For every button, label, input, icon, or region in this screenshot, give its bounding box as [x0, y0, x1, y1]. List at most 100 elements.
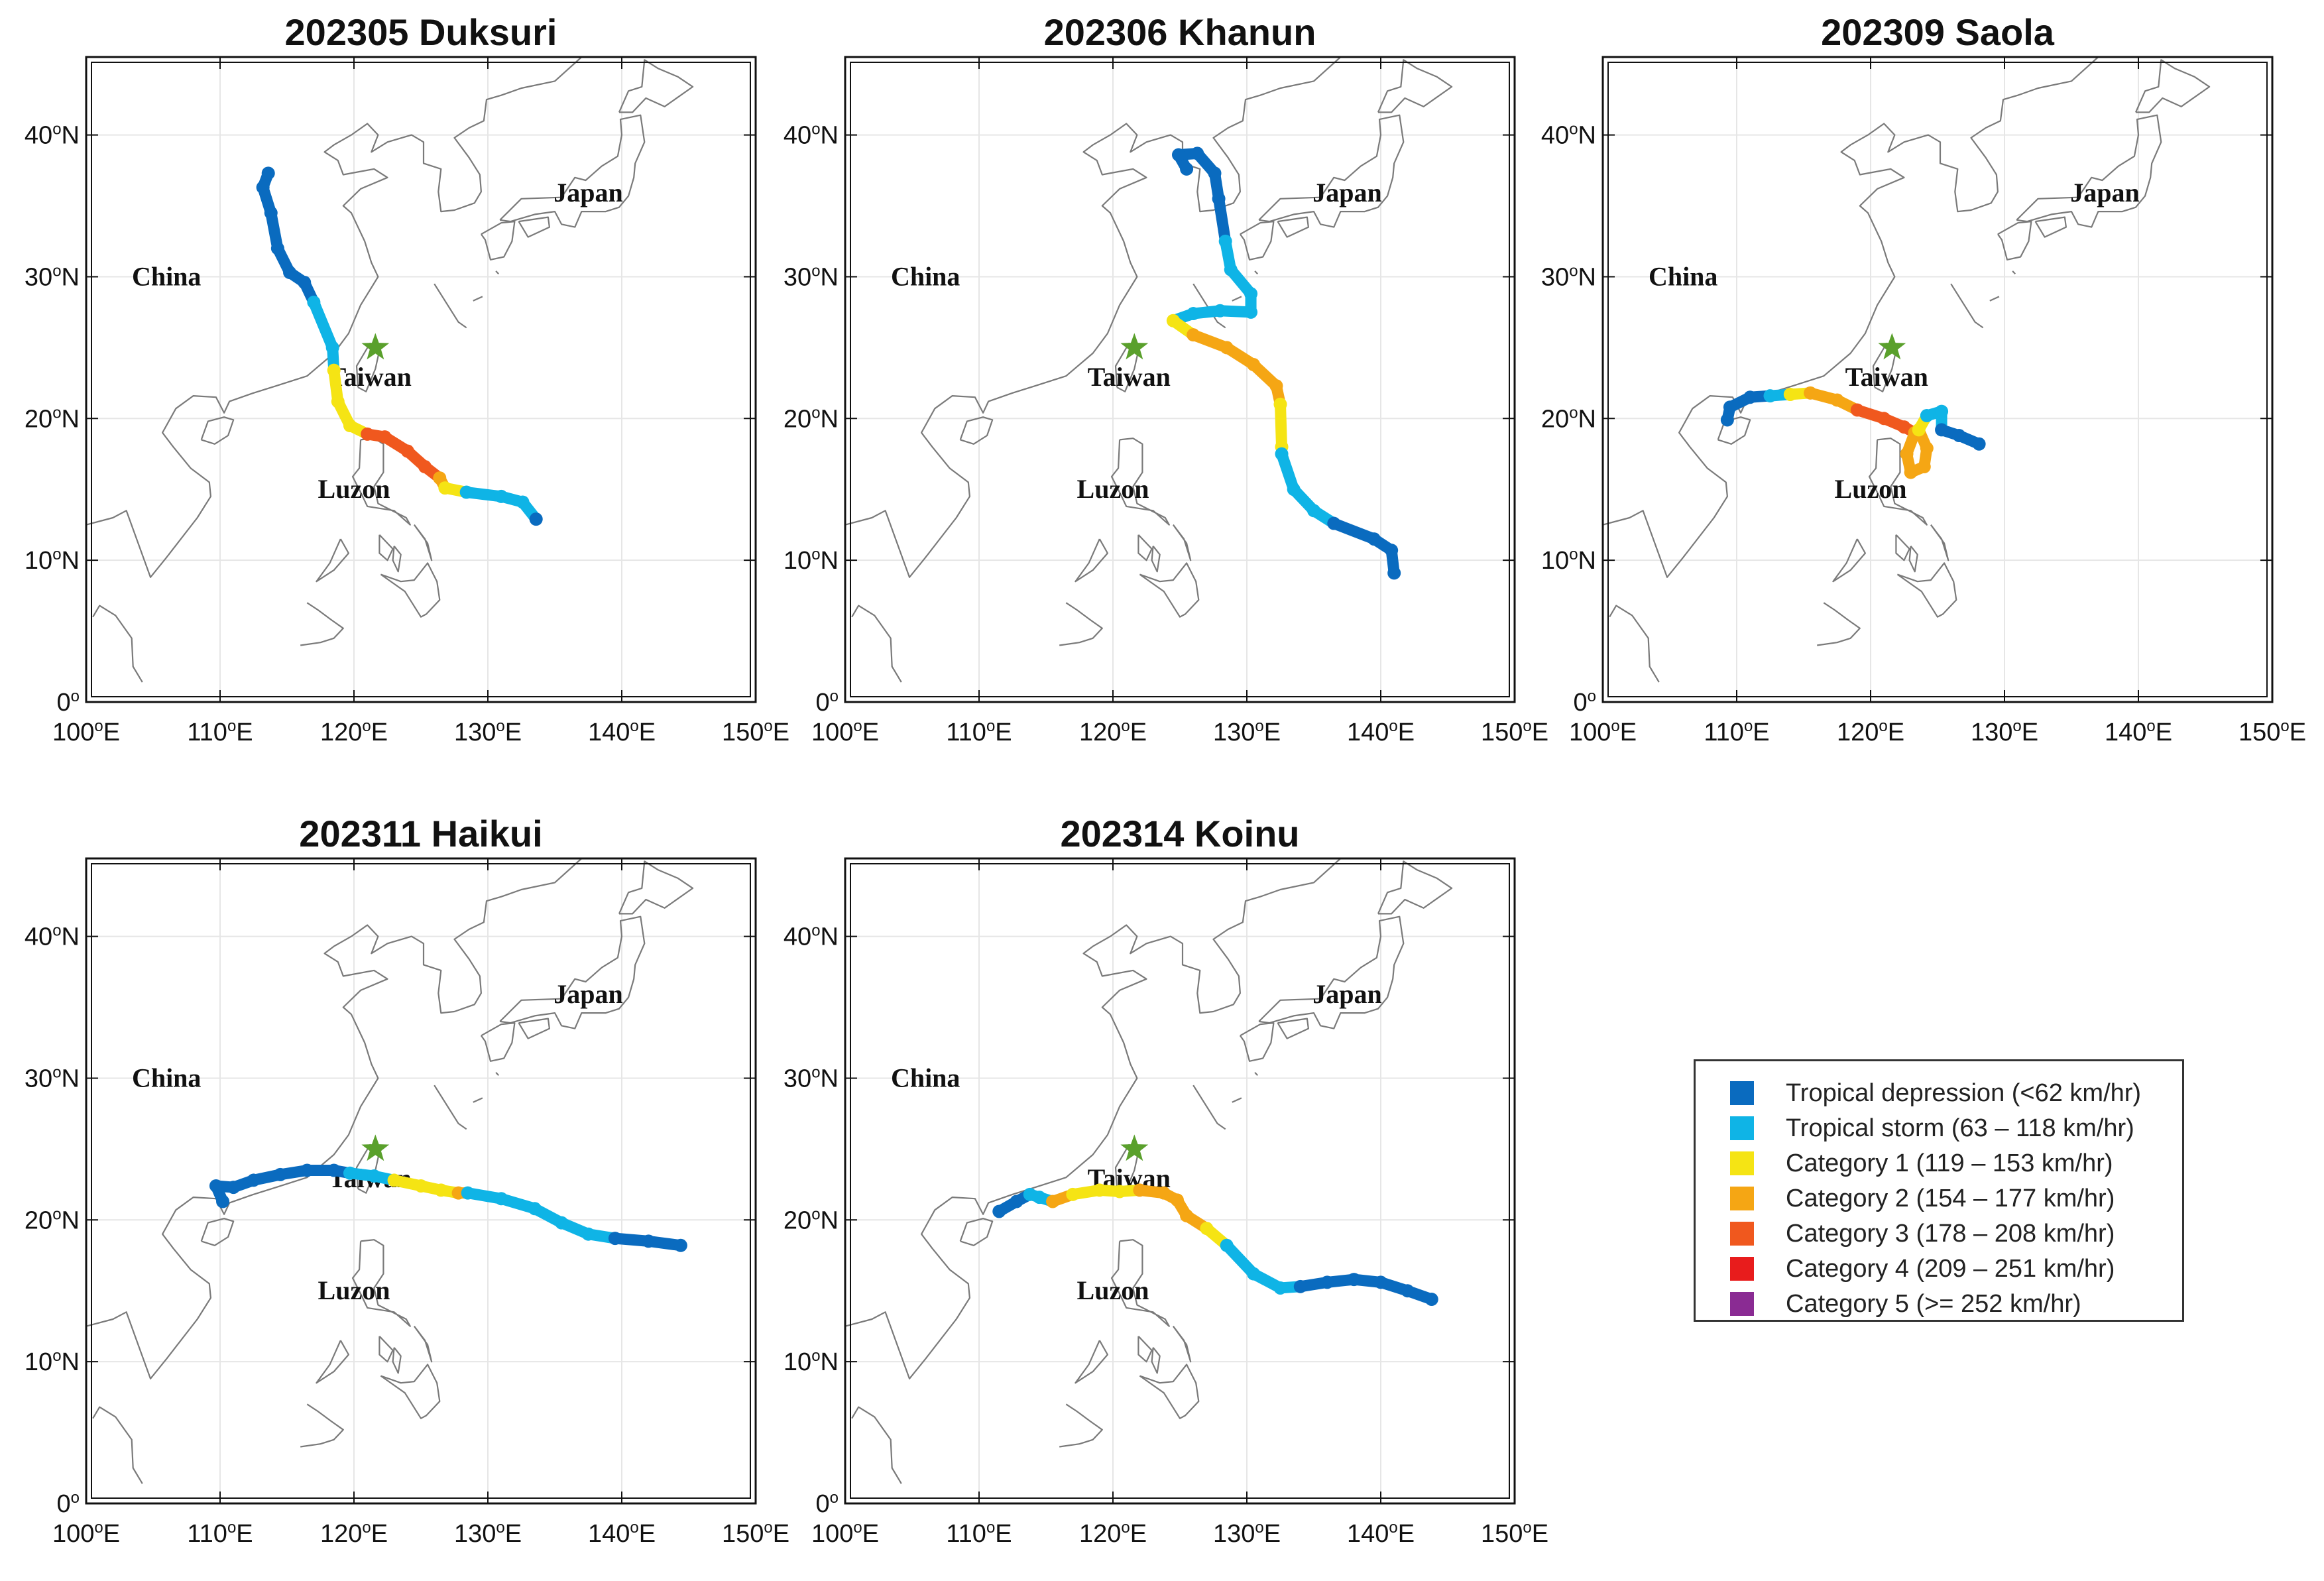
- track-point: [1247, 358, 1261, 372]
- track-point: [1972, 437, 1986, 451]
- track-point: [1952, 428, 1966, 442]
- coastline: [200, 1218, 235, 1246]
- track-point: [1166, 314, 1180, 327]
- coastline: [92, 605, 143, 683]
- coastline: [1059, 602, 1103, 646]
- track-point: [1374, 1275, 1387, 1289]
- place-label-luzon: Luzon: [1077, 474, 1149, 504]
- place-label-taiwan: Taiwan: [1088, 362, 1171, 392]
- lat-tick-label: 30oN: [1541, 262, 1596, 291]
- legend-item-c5: Category 5 (>= 252 km/hr): [1730, 1287, 2081, 1321]
- coastline: [351, 438, 411, 526]
- coastline: [316, 1340, 349, 1384]
- place-label-luzon: Luzon: [1835, 474, 1907, 504]
- coastline: [1277, 1018, 1309, 1039]
- track-point: [343, 1166, 357, 1180]
- lon-tick-label: 140oE: [1347, 1519, 1415, 1548]
- track-point: [1191, 146, 1204, 160]
- track-point: [1287, 483, 1301, 497]
- lat-tick-label: 30oN: [784, 262, 839, 291]
- track-point: [247, 1173, 261, 1187]
- panel-title: 202309 Saola: [1821, 11, 2055, 53]
- coastline: [86, 858, 583, 1379]
- lat-tick-label: 40oN: [784, 121, 839, 150]
- track-point: [1935, 423, 1949, 437]
- track-segment: [1275, 398, 1288, 453]
- map-frame-inner: [850, 863, 1510, 1499]
- track-point: [555, 1216, 569, 1230]
- track-point: [1180, 1208, 1194, 1222]
- coastline: [300, 1403, 344, 1448]
- lon-tick-label: 110oE: [187, 717, 253, 746]
- track-point: [528, 1202, 542, 1216]
- track-point: [1187, 328, 1200, 342]
- place-label-japan: Japan: [553, 178, 623, 207]
- coastline: [200, 416, 235, 445]
- track-point: [209, 1179, 223, 1193]
- track-point: [1113, 1185, 1127, 1199]
- legend-item-ts: Tropical storm (63 – 118 km/hr): [1730, 1111, 2134, 1145]
- coastline: [473, 1097, 483, 1103]
- lon-tick-label: 150oE: [2238, 717, 2306, 746]
- lon-tick-label: 150oE: [722, 717, 789, 746]
- legend-label: Category 4 (209 – 251 km/hr): [1786, 1254, 2115, 1283]
- coastline: [300, 602, 344, 646]
- coastline: [959, 1218, 994, 1246]
- coastline: [1896, 562, 1957, 618]
- track-point: [1347, 1273, 1361, 1287]
- legend-label: Category 5 (>= 252 km/hr): [1786, 1289, 2081, 1318]
- track-point: [270, 241, 284, 255]
- track-point: [1218, 235, 1232, 248]
- lon-tick-label: 100oE: [1569, 717, 1637, 746]
- track-point: [1220, 341, 1234, 355]
- track-point: [642, 1234, 656, 1248]
- coastline: [378, 534, 394, 561]
- coastline: [473, 296, 483, 302]
- coastline: [351, 1239, 411, 1327]
- coastline: [392, 546, 402, 573]
- coastline: [959, 416, 994, 445]
- track-point: [327, 363, 341, 377]
- lat-tick-label: 40oN: [25, 121, 80, 150]
- track-point: [256, 180, 270, 194]
- coastline: [844, 56, 1342, 578]
- track-segment: [1328, 518, 1380, 545]
- track-point: [1897, 420, 1911, 434]
- station-star-icon: [1878, 333, 1906, 360]
- coastline: [518, 216, 550, 238]
- place-label-japan: Japan: [1312, 979, 1382, 1009]
- track-point: [1743, 390, 1757, 404]
- map-panel: ChinaTaiwanLuzonJapan100oE110oE120oE130o…: [25, 813, 789, 1548]
- track-point: [1424, 1293, 1438, 1307]
- track-point: [1269, 379, 1283, 393]
- lon-tick-label: 130oE: [1213, 717, 1281, 746]
- lat-tick-label: 0o: [816, 687, 839, 717]
- map-frame: [844, 857, 1516, 1505]
- track-point: [1783, 387, 1797, 401]
- track-point: [1224, 263, 1238, 276]
- legend-item-td: Tropical depression (<62 km/hr): [1730, 1076, 2141, 1110]
- track-point: [1273, 1281, 1287, 1295]
- coastline: [1254, 270, 1258, 274]
- map-background: [1603, 57, 2272, 702]
- lon-tick-label: 100oE: [52, 1519, 120, 1548]
- legend-swatch: [1730, 1151, 1754, 1175]
- track-point: [1935, 404, 1949, 418]
- panel-title: 202305 Duksuri: [285, 11, 557, 53]
- lon-tick-label: 120oE: [1837, 717, 1904, 746]
- track-segment: [1213, 193, 1232, 247]
- track-point: [1320, 1275, 1334, 1289]
- track-point: [1917, 460, 1931, 474]
- lon-tick-label: 120oE: [320, 717, 388, 746]
- coastline: [1377, 860, 1453, 915]
- lat-tick-label: 10oN: [25, 1347, 80, 1376]
- coastline: [1232, 296, 1242, 302]
- coastline: [1997, 221, 2032, 261]
- track-point: [1010, 1195, 1023, 1208]
- lat-tick-label: 40oN: [1541, 121, 1596, 150]
- coastline: [86, 56, 583, 578]
- track-point: [1401, 1284, 1415, 1298]
- coastline: [1832, 538, 1866, 583]
- track-point: [264, 206, 278, 220]
